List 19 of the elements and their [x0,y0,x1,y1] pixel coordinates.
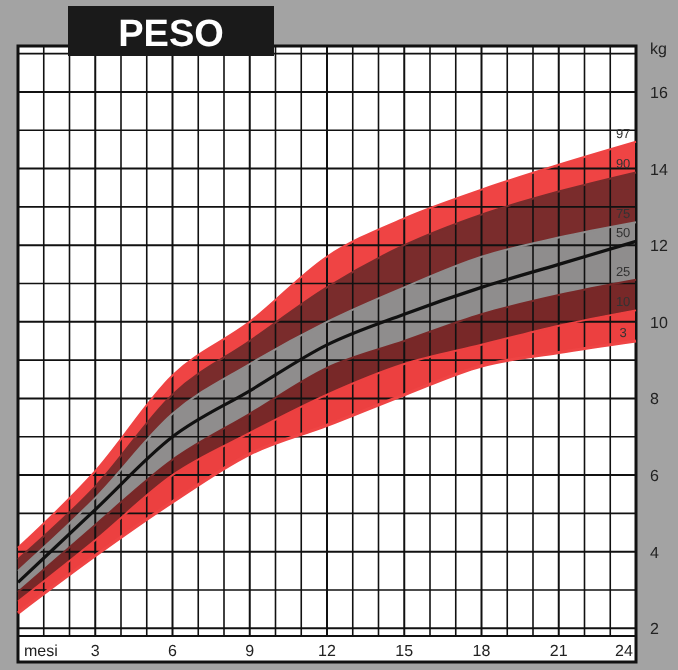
x-tick-label: 12 [318,642,337,660]
x-axis-title: mesi [24,642,59,660]
x-tick-label: 3 [90,642,101,660]
y-tick-label: 16 [650,83,669,102]
x-tick-label: 21 [549,642,569,660]
y-tick-label: 14 [650,160,669,179]
y-tick-label: 2 [650,620,660,639]
x-tick-label: 9 [245,642,256,660]
x-tick-label: 6 [168,642,179,660]
x-tick-label: 24 [615,642,634,660]
y-tick-label: 6 [650,467,660,486]
x-tick-label: 15 [395,642,415,660]
y-tick-label: 10 [650,313,669,332]
y-tick-label: 4 [650,543,660,562]
y-axis-title: kg [650,40,667,58]
y-tick-label: 12 [650,237,669,256]
y-tick-label: 8 [650,390,660,409]
chart-title: PESO [118,14,224,56]
x-tick-label: 18 [472,642,492,660]
